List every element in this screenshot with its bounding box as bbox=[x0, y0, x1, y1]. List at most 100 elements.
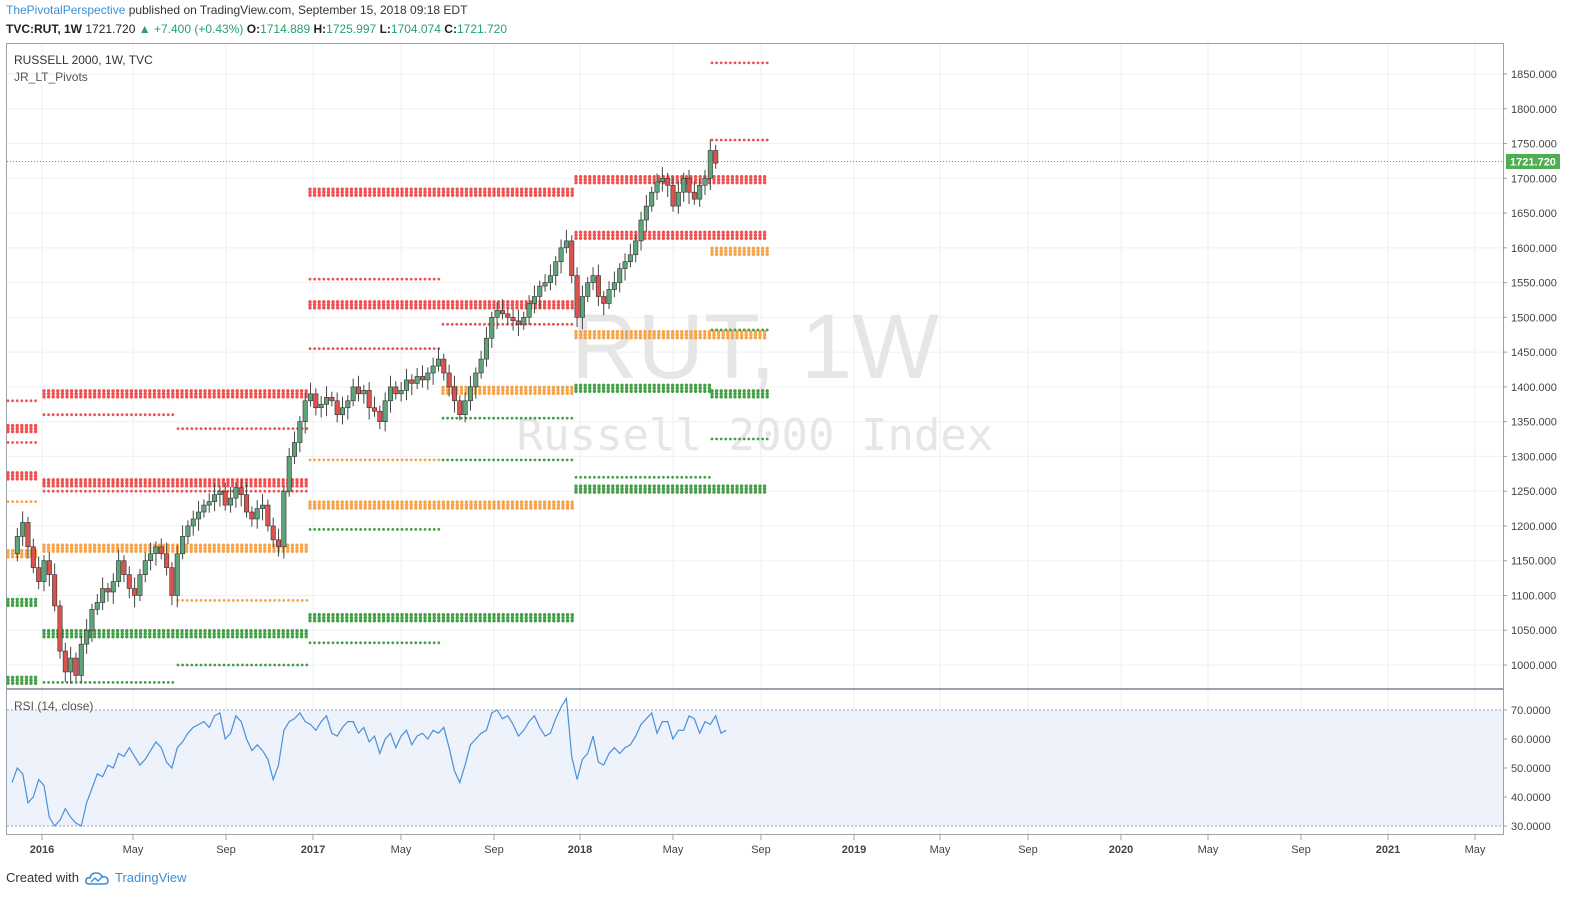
pivot-dot bbox=[762, 333, 767, 337]
pivot-dot bbox=[483, 616, 487, 620]
pivot-dot bbox=[629, 174, 633, 179]
pivot-dot bbox=[742, 437, 746, 441]
pivot-dot bbox=[565, 616, 570, 620]
pivot-dot bbox=[340, 277, 344, 281]
pivot-dot bbox=[176, 663, 180, 667]
pivot-dot bbox=[606, 174, 610, 179]
tradingview-link[interactable]: TradingView bbox=[114, 870, 187, 885]
pivot-dot bbox=[340, 187, 344, 191]
pivot-dot bbox=[258, 395, 262, 399]
pivot-dot bbox=[724, 389, 728, 393]
pivot-dot bbox=[483, 303, 487, 307]
pivot-dot bbox=[42, 489, 46, 493]
pivot-dot bbox=[423, 303, 427, 307]
pivot-dot bbox=[195, 598, 198, 602]
pivot-dot bbox=[464, 616, 469, 620]
pivot-dot bbox=[719, 395, 723, 399]
pivot-dot bbox=[670, 487, 675, 491]
candle-body bbox=[110, 581, 116, 593]
close-value: 1721.720 bbox=[456, 22, 508, 36]
pivot-dot bbox=[574, 230, 578, 235]
pivot-dot bbox=[273, 598, 276, 602]
pivot-dot bbox=[712, 174, 716, 179]
pivot-dot bbox=[56, 413, 60, 417]
author-link[interactable]: ThePivotalPerspective bbox=[6, 3, 126, 17]
pivot-dot bbox=[189, 629, 193, 633]
pivot-dot bbox=[74, 413, 78, 417]
pivot-dot bbox=[176, 489, 179, 493]
pivot-dot bbox=[432, 193, 436, 197]
pivot-dot bbox=[175, 481, 180, 485]
pivot-dot bbox=[455, 322, 459, 326]
pivot-dot bbox=[601, 386, 606, 390]
pivot-dot bbox=[244, 632, 249, 636]
pivot-dot bbox=[758, 177, 762, 182]
pivot-dot bbox=[712, 487, 716, 491]
pivot-dot bbox=[69, 632, 74, 636]
pivot-dot bbox=[689, 490, 693, 494]
pivot-dot bbox=[377, 187, 381, 191]
pivot-dot bbox=[291, 427, 295, 430]
pivot-dot bbox=[120, 546, 124, 550]
pivot-dot bbox=[675, 174, 679, 179]
pivot-dot bbox=[93, 413, 96, 417]
pivot-dot bbox=[125, 395, 129, 399]
pivot-dot bbox=[281, 635, 285, 639]
pivot-dot bbox=[506, 306, 510, 310]
pivot-dot bbox=[739, 490, 744, 494]
pivot-dot bbox=[556, 300, 561, 304]
pivot-dot bbox=[409, 613, 413, 617]
candle-body bbox=[713, 150, 719, 164]
pivot-dot bbox=[733, 392, 737, 396]
pivot-dot bbox=[10, 681, 15, 685]
pivot-dot bbox=[345, 641, 349, 645]
pivot-dot bbox=[304, 484, 308, 488]
candle-body bbox=[212, 494, 218, 502]
pivot-dot bbox=[207, 632, 212, 636]
pivot-dot bbox=[175, 395, 180, 399]
pivot-dot bbox=[373, 458, 376, 462]
pivot-dot bbox=[689, 487, 693, 491]
pivot-dot bbox=[166, 635, 170, 639]
pivot-dot bbox=[317, 616, 321, 620]
pivot-dot bbox=[134, 489, 138, 493]
pivot-dot bbox=[74, 389, 78, 393]
pivot-dot bbox=[464, 619, 469, 623]
pivot-dot bbox=[139, 628, 143, 632]
pivot-dot bbox=[510, 506, 515, 510]
pivot-dot bbox=[25, 399, 28, 403]
pivot-dot bbox=[638, 383, 643, 387]
pivot-dot bbox=[478, 391, 482, 396]
pivot-dot bbox=[483, 506, 487, 510]
pivot-dot bbox=[715, 138, 718, 142]
pivot-dot bbox=[381, 613, 386, 617]
pivot-dot bbox=[102, 680, 106, 684]
pivot-dot bbox=[601, 174, 606, 179]
pivot-dot bbox=[578, 233, 583, 238]
pivot-dot bbox=[670, 233, 675, 238]
pivot-dot bbox=[171, 549, 175, 553]
pivot-dot bbox=[79, 635, 83, 639]
pivot-dot bbox=[317, 187, 321, 191]
pivot-dot bbox=[647, 383, 652, 387]
pivot-dot bbox=[336, 458, 339, 462]
pivot-dot bbox=[217, 632, 221, 636]
pivot-dot bbox=[491, 385, 496, 390]
pivot-dot bbox=[102, 478, 106, 482]
pivot-dot bbox=[47, 628, 50, 632]
pivot-dot bbox=[647, 236, 652, 241]
pivot-dot bbox=[561, 193, 565, 197]
pivot-dot bbox=[363, 303, 367, 307]
pivot-dot bbox=[724, 138, 728, 142]
pivot-dot bbox=[336, 641, 339, 645]
pivot-dot bbox=[286, 389, 290, 393]
pivot-dot bbox=[615, 233, 620, 238]
pivot-dot bbox=[496, 193, 501, 197]
pivot-dot bbox=[203, 395, 207, 399]
pivot-dot bbox=[349, 193, 354, 197]
pivot-dot bbox=[345, 616, 349, 620]
pivot-dot bbox=[753, 230, 758, 235]
pivot-dot bbox=[157, 413, 161, 417]
candle-body bbox=[238, 487, 244, 495]
